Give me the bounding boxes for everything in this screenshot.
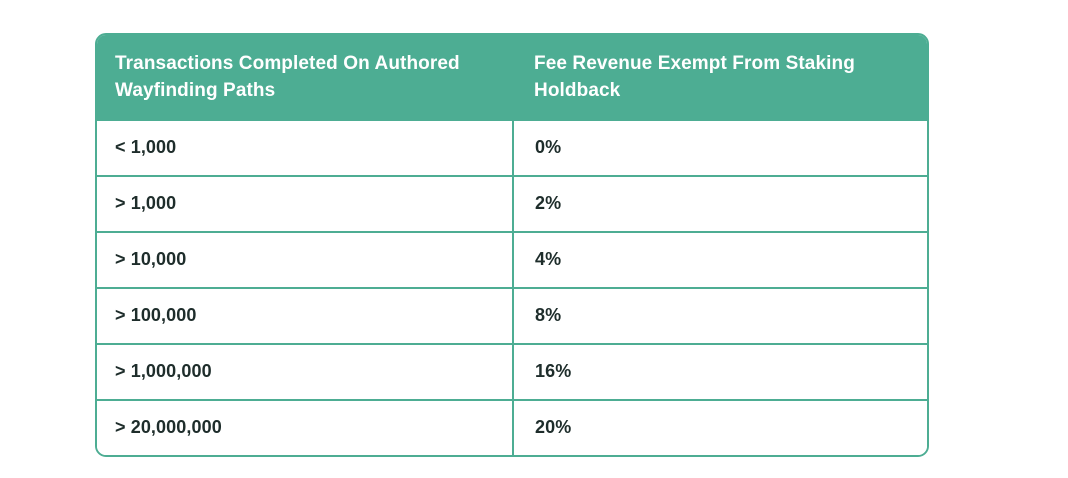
header-row: Transactions Completed On Authored Wayfi…: [97, 35, 927, 120]
threshold-cell: > 20,000,000: [97, 399, 513, 455]
table-row: > 1,000,000 16%: [97, 343, 927, 400]
table-row: > 1,000 2%: [97, 175, 927, 232]
exemption-cell: 16%: [512, 343, 927, 400]
fee-exemption-tier-table: Transactions Completed On Authored Wayfi…: [95, 33, 929, 457]
exemption-cell: 20%: [512, 399, 927, 455]
threshold-cell: < 1,000: [97, 119, 513, 176]
column-header-transactions: Transactions Completed On Authored Wayfi…: [97, 35, 513, 120]
table-row: < 1,000 0%: [97, 119, 927, 176]
tier-table: Transactions Completed On Authored Wayfi…: [97, 35, 927, 455]
column-header-fee-exemption: Fee Revenue Exempt From Staking Holdback: [513, 35, 927, 120]
table-row: > 100,000 8%: [97, 287, 927, 344]
table-row: > 10,000 4%: [97, 231, 927, 288]
threshold-cell: > 1,000,000: [97, 343, 513, 400]
exemption-cell: 8%: [512, 287, 927, 344]
threshold-cell: > 100,000: [97, 287, 513, 344]
threshold-cell: > 10,000: [97, 231, 513, 288]
table-row: > 20,000,000 20%: [97, 399, 927, 455]
exemption-cell: 2%: [512, 175, 927, 232]
exemption-cell: 4%: [512, 231, 927, 288]
exemption-cell: 0%: [512, 119, 927, 176]
threshold-cell: > 1,000: [97, 175, 513, 232]
